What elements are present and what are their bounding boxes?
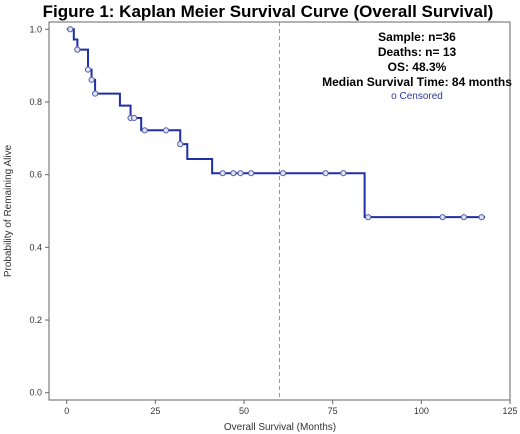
annotation-median-survival: Median Survival Time: 84 months bbox=[322, 75, 512, 89]
censored-marker bbox=[340, 170, 347, 177]
y-axis: 0.0 0.2 0.4 0.6 0.8 1.0 bbox=[29, 24, 49, 398]
censored-marker bbox=[67, 26, 74, 33]
y-tick-label: 0.6 bbox=[29, 170, 42, 180]
censored-marker bbox=[365, 214, 372, 221]
x-axis: 0 25 50 75 100 125 bbox=[64, 400, 518, 416]
censored-marker bbox=[237, 170, 244, 177]
annotation-os: OS: 48.3% bbox=[388, 60, 447, 74]
censored-marker bbox=[88, 76, 95, 83]
y-tick-label: 0.0 bbox=[29, 388, 42, 398]
summary-annotations: Sample: n=36 Deaths: n= 13 OS: 48.3% Med… bbox=[322, 30, 512, 102]
censored-marker bbox=[279, 170, 287, 177]
censored-marker bbox=[460, 214, 467, 221]
x-tick-label: 75 bbox=[328, 406, 338, 416]
censored-marker bbox=[439, 214, 446, 221]
censored-marker bbox=[131, 114, 138, 122]
y-tick-label: 0.8 bbox=[29, 97, 42, 107]
x-tick-label: 0 bbox=[64, 406, 69, 416]
censored-marker bbox=[84, 66, 92, 73]
chart-title: Figure 1: Kaplan Meier Survival Curve (O… bbox=[43, 2, 494, 21]
censored-marker bbox=[177, 141, 184, 148]
y-tick-label: 0.4 bbox=[29, 242, 42, 252]
y-tick-label: 1.0 bbox=[29, 24, 42, 34]
annotation-sample: Sample: n=36 bbox=[378, 30, 456, 44]
censored-marker bbox=[322, 170, 329, 177]
x-tick-label: 125 bbox=[502, 406, 517, 416]
censored-marker bbox=[230, 170, 237, 177]
y-axis-label: Probability of Remaining Alive bbox=[3, 144, 14, 277]
censored-marker bbox=[248, 170, 255, 177]
censored-marker bbox=[219, 170, 226, 177]
censored-marker bbox=[74, 46, 81, 53]
censored-marker bbox=[141, 127, 148, 134]
censored-marker bbox=[92, 90, 99, 97]
x-tick-label: 50 bbox=[239, 406, 249, 416]
x-axis-label: Overall Survival (Months) bbox=[224, 422, 336, 433]
y-tick-label: 0.2 bbox=[29, 315, 42, 325]
annotation-deaths: Deaths: n= 13 bbox=[378, 45, 457, 59]
censored-marker bbox=[162, 127, 170, 134]
x-tick-label: 25 bbox=[150, 406, 160, 416]
legend-censored: o Censored bbox=[391, 91, 443, 102]
censored-marker bbox=[478, 214, 485, 221]
censored-markers bbox=[67, 26, 485, 221]
x-tick-label: 100 bbox=[414, 406, 429, 416]
